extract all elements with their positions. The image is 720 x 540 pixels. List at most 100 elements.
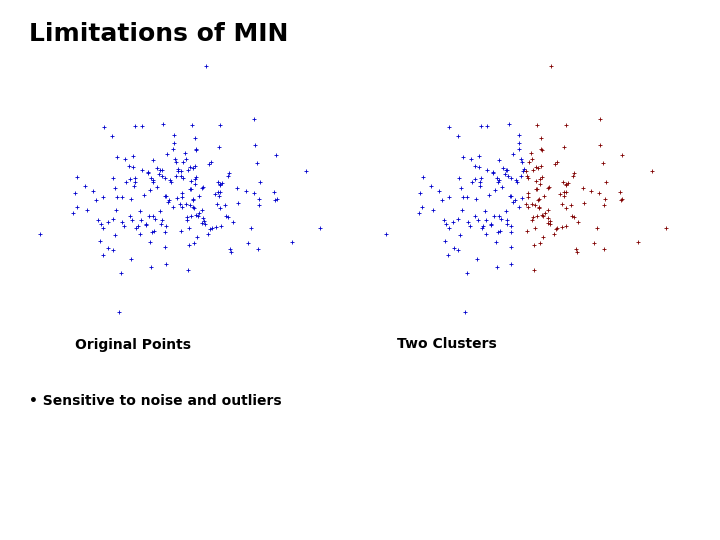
Point xyxy=(533,164,544,173)
Point xyxy=(35,230,46,238)
Point xyxy=(125,254,137,263)
Point xyxy=(513,202,525,211)
Point xyxy=(269,188,280,197)
Point xyxy=(182,166,194,174)
Point xyxy=(486,220,498,228)
Point xyxy=(145,263,157,272)
Point xyxy=(102,244,114,253)
Point xyxy=(542,205,554,214)
Point xyxy=(170,155,181,164)
Point xyxy=(175,172,186,180)
Point xyxy=(568,168,580,177)
Point xyxy=(183,241,194,249)
Point xyxy=(444,192,455,201)
Point xyxy=(503,119,515,128)
Point xyxy=(225,248,237,256)
Point xyxy=(206,158,217,166)
Point xyxy=(123,161,135,170)
Point xyxy=(215,121,226,130)
Point xyxy=(189,175,200,184)
Point xyxy=(200,62,212,71)
Point xyxy=(561,222,572,231)
Point xyxy=(559,192,570,200)
Point xyxy=(156,216,168,225)
Point xyxy=(188,204,199,212)
Point xyxy=(170,172,181,180)
Point xyxy=(474,178,486,187)
Point xyxy=(523,174,534,183)
Point xyxy=(189,180,200,188)
Point xyxy=(499,170,510,178)
Point xyxy=(172,167,184,176)
Point xyxy=(136,122,148,131)
Point xyxy=(528,265,540,274)
Point xyxy=(217,178,228,187)
Point xyxy=(490,186,501,194)
Point xyxy=(175,226,186,235)
Point xyxy=(158,192,170,200)
Point xyxy=(185,185,197,193)
Point xyxy=(301,167,312,176)
Point xyxy=(119,222,130,231)
Point xyxy=(557,178,569,186)
Point xyxy=(107,245,118,254)
Point xyxy=(560,121,572,130)
Point xyxy=(69,189,81,198)
Point xyxy=(482,122,493,131)
Point xyxy=(130,174,141,183)
Point xyxy=(184,201,195,210)
Point xyxy=(438,215,449,224)
Point xyxy=(560,179,572,188)
Point xyxy=(521,167,532,176)
Point xyxy=(493,176,505,184)
Point xyxy=(455,184,467,193)
Point xyxy=(504,192,516,200)
Point xyxy=(505,173,516,182)
Point xyxy=(469,212,481,221)
Point xyxy=(598,245,609,254)
Point xyxy=(560,181,572,190)
Point xyxy=(159,173,171,182)
Point xyxy=(505,221,517,230)
Point xyxy=(197,205,208,214)
Point xyxy=(140,220,152,228)
Point xyxy=(146,227,158,236)
Point xyxy=(197,219,208,227)
Point xyxy=(132,222,143,231)
Point xyxy=(380,230,392,238)
Point xyxy=(509,196,521,205)
Point xyxy=(415,189,426,198)
Point xyxy=(171,194,182,202)
Point xyxy=(483,191,495,199)
Point xyxy=(501,165,513,174)
Point xyxy=(529,224,541,232)
Point xyxy=(213,142,225,151)
Point xyxy=(571,248,582,256)
Point xyxy=(523,158,534,166)
Point xyxy=(425,181,436,190)
Point xyxy=(480,207,491,215)
Point xyxy=(536,145,548,154)
Point xyxy=(539,191,550,200)
Point xyxy=(192,233,203,241)
Point xyxy=(124,212,135,221)
Point xyxy=(158,119,169,128)
Point xyxy=(443,224,454,233)
Point xyxy=(116,193,127,201)
Point xyxy=(560,204,572,213)
Point xyxy=(505,260,517,268)
Point xyxy=(215,204,226,213)
Point xyxy=(586,187,598,195)
Point xyxy=(79,181,91,190)
Point xyxy=(577,184,589,193)
Point xyxy=(616,151,628,160)
Point xyxy=(175,199,186,208)
Point xyxy=(142,169,153,178)
Point xyxy=(482,166,493,174)
Point xyxy=(170,157,181,166)
Point xyxy=(433,187,444,195)
Point xyxy=(210,222,222,231)
Point xyxy=(168,145,179,154)
Point xyxy=(501,220,513,228)
Point xyxy=(148,212,159,220)
